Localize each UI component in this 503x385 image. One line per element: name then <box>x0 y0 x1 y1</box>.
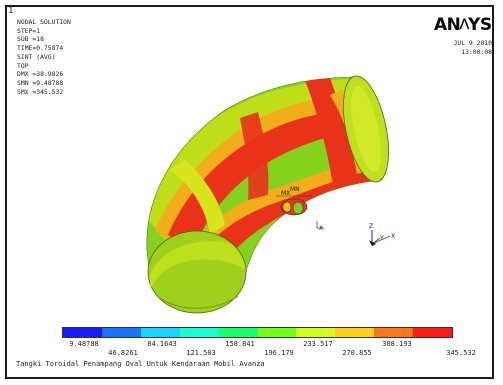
legend-swatch <box>179 328 219 337</box>
legend-label-bottom: 121.503 <box>186 349 216 357</box>
legend-label-top: 233.517 <box>303 340 333 348</box>
min-label: MN <box>290 186 300 193</box>
logo-text-left: AN <box>434 15 461 35</box>
datetime-stamp: JUL 9 2010 13:00:08 <box>454 39 492 56</box>
info-time: TIME=0.75874 <box>17 44 64 53</box>
info-smn: SMN =9.48788 <box>17 78 64 87</box>
contour-legend-bar <box>62 327 453 338</box>
ansys-logo: AN⋀YS <box>434 15 492 35</box>
axis-y-label: Y <box>379 235 384 242</box>
window-number: 1 <box>8 6 14 16</box>
legend-label-bottom: 270.855 <box>342 349 372 357</box>
pipe-outline <box>146 76 383 286</box>
legend-label-top: 9.48788 <box>69 340 99 348</box>
date-text: JUL 9 2010 <box>453 39 492 47</box>
legend-label-bottom: 46.8261 <box>108 349 138 357</box>
logo-text-right: YS <box>468 15 492 35</box>
max-min-marker: MX MN <box>276 186 312 216</box>
global-axis-triad: Z X Y <box>369 223 395 246</box>
info-layer: TOP <box>17 61 29 70</box>
max-label: MX <box>281 190 290 197</box>
legend-swatch <box>257 328 297 337</box>
legend-swatch <box>218 328 258 337</box>
legend-label-top: 84.1643 <box>147 340 177 348</box>
legend-swatch <box>374 328 414 337</box>
time-text: 13:00:08 <box>461 47 492 56</box>
legend-label-bottom: 345.532 <box>446 349 476 357</box>
info-step: STEP=1 <box>17 26 41 35</box>
pipe-end-left <box>147 230 247 314</box>
axis-x-label: X <box>391 233 395 240</box>
plot-caption: Tangki Toroidal Penampang Oval Untuk Ken… <box>16 360 265 368</box>
legend-label-bottom: 196.179 <box>264 349 294 357</box>
legend-swatch <box>63 328 102 337</box>
info-smx: SMX =345.532 <box>17 87 64 96</box>
info-title: NODAL SOLUTION <box>17 18 71 26</box>
legend-swatch <box>140 328 180 337</box>
solution-info-panel: NODAL SOLUTION STEP=1 SUB =18 TIME=0.758… <box>17 18 71 96</box>
info-substep: SUB =18 <box>17 35 44 44</box>
legend-swatch <box>296 328 336 337</box>
legend-swatch <box>413 328 453 337</box>
legend-swatch <box>335 328 375 337</box>
legend-label-top: 308.193 <box>382 340 412 348</box>
logo-mark: ⋀ <box>459 16 470 30</box>
origin-axis-label: X <box>319 225 323 232</box>
legend-swatch <box>101 328 141 337</box>
pipe-end-right <box>343 75 389 183</box>
info-result-type: SINT (AVG) <box>17 52 56 61</box>
legend-label-top: 158.841 <box>225 340 255 348</box>
info-dmx: DMX =38.9826 <box>17 70 64 79</box>
axis-z-label: Z <box>369 223 373 230</box>
origin-triad: X <box>316 221 324 232</box>
